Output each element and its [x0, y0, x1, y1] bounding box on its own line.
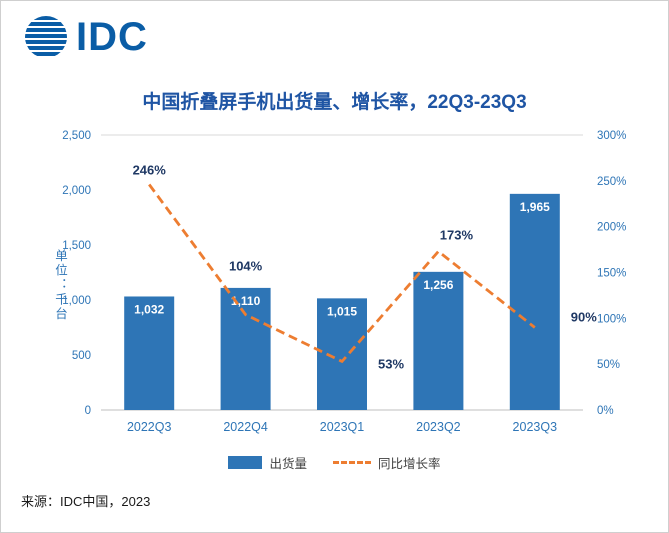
right-axis-tick: 100% — [597, 313, 626, 325]
bar-2023Q1 — [317, 298, 367, 410]
right-axis-tick: 50% — [597, 359, 620, 371]
left-axis-title: 单位：千台 — [53, 249, 67, 322]
x-axis-label: 2023Q1 — [320, 420, 365, 434]
chart-canvas: 0 500 1,000 1,500 2,000 2,500 0% 50% 100% 150% 200… — [62, 130, 626, 434]
bar-2022Q3 — [124, 296, 175, 410]
bar-value-label: 1,032 — [134, 302, 164, 316]
bar-value-label: 1,965 — [520, 200, 550, 214]
line-value-label: 173% — [440, 227, 474, 242]
legend-bar-label: 出货量 — [269, 457, 307, 471]
x-axis-label: 2022Q4 — [223, 420, 268, 434]
idc-logo-text: IDC — [76, 15, 148, 59]
left-axis-tick: 500 — [72, 350, 91, 362]
left-axis-tick: 0 — [85, 405, 91, 417]
left-axis-tick: 2,000 — [62, 185, 91, 197]
left-axis-tick: 1,000 — [62, 295, 91, 307]
bar-value-label: 1,110 — [231, 294, 261, 308]
right-axis-tick: 250% — [597, 176, 626, 188]
left-axis-tick: 1,500 — [62, 240, 91, 252]
line-value-label: 53% — [378, 356, 404, 371]
chart-legend: 出货量 同比增长率 — [1, 453, 668, 472]
line-value-label: 104% — [229, 259, 263, 274]
x-axis-label: 2023Q3 — [513, 420, 558, 434]
bar-value-label: 1,015 — [327, 304, 357, 318]
legend-item-shipments: 出货量 — [228, 453, 307, 472]
bar-2023Q3 — [509, 193, 560, 410]
right-axis-tick: 150% — [597, 268, 626, 280]
legend-line-swatch — [333, 461, 371, 464]
growth-rate-line — [148, 183, 536, 364]
x-axis-label: 2022Q3 — [127, 420, 172, 434]
idc-globe-icon — [25, 16, 67, 56]
bar-2022Q4 — [220, 287, 271, 410]
line-value-label: 90% — [571, 310, 597, 325]
right-axis-tick: 300% — [597, 130, 626, 142]
left-axis-tick: 2,500 — [62, 130, 91, 142]
bar-value-label: 1,256 — [423, 278, 453, 292]
legend-line-label: 同比增长率 — [378, 457, 441, 471]
legend-bar-swatch — [228, 456, 263, 469]
right-axis-tick: 0% — [597, 405, 614, 417]
legend-item-growth: 同比增长率 — [333, 453, 441, 472]
source-note: 来源：IDC中国，2023 — [21, 494, 151, 509]
bar-2023Q2 — [413, 271, 464, 410]
right-axis-tick: 200% — [597, 222, 626, 234]
line-value-label: 246% — [133, 163, 167, 178]
idc-logo: IDC — [23, 14, 148, 60]
chart-title: 中国折叠屏手机出货量、增长率，22Q3-23Q3 — [142, 92, 527, 113]
x-axis-label: 2023Q2 — [416, 420, 461, 434]
